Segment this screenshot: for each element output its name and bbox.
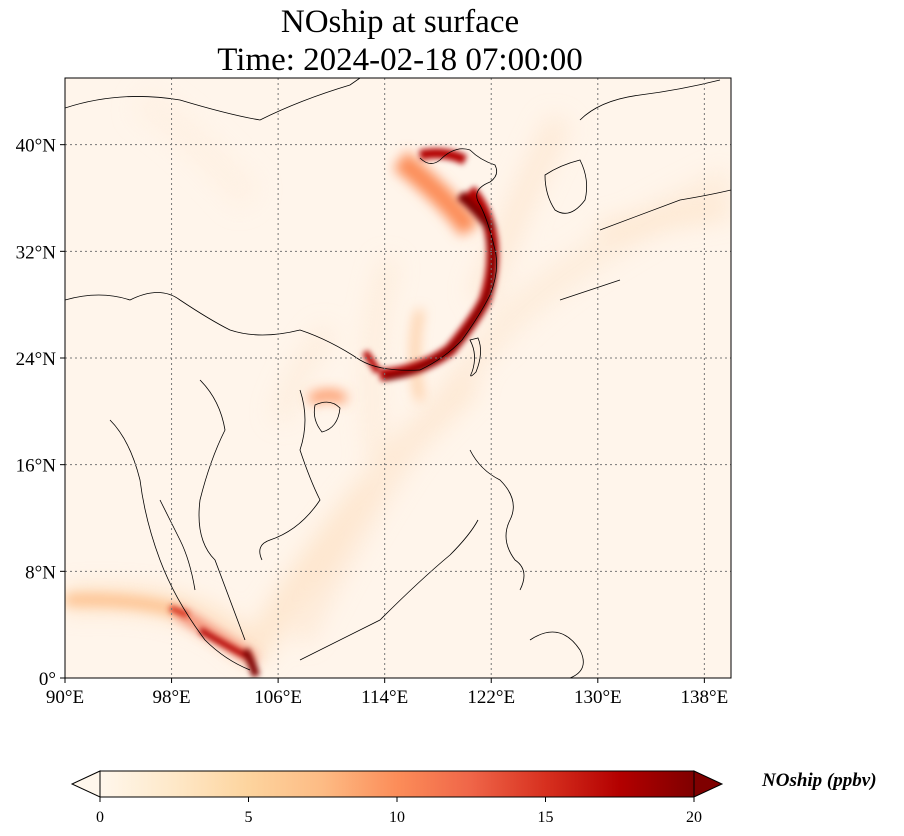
gridlines [65,78,731,678]
map-title-line2: Time: 2024-02-18 07:00:00 [217,42,583,78]
lat-tick-label: 32°N [16,242,57,263]
colorbar-tick-label: 0 [96,809,104,826]
lat-tick-label: 40°N [16,136,57,157]
colorbar-tick-label: 20 [686,809,702,826]
colorbar-tick-label: 10 [389,809,405,826]
colorbar-body [100,771,694,797]
lat-ticks: 0° 8°N 16°N 24°N 32°N 40°N [16,136,65,690]
colorbar-tick-label: 15 [538,809,554,826]
colorbar-extend-min [70,770,101,798]
lat-tick-label: 0° [39,669,56,690]
colorbar-tick-label: 5 [245,809,253,826]
lat-tick-label: 16°N [16,456,57,477]
coastlines [65,78,731,678]
lon-ticks: 90°E 98°E 106°E 114°E 122°E 130°E 138°E [46,678,728,708]
lon-tick-label: 138°E [681,687,729,708]
map-title-line1: NOship at surface [280,4,520,40]
concentration-field [65,87,731,678]
lon-tick-label: 98°E [152,687,190,708]
lat-tick-label: 24°N [16,349,57,370]
map-frame [64,77,732,679]
lon-tick-label: 106°E [254,687,302,708]
colorbar-label: NOship (ppbv) [762,770,877,791]
colorbar-ticks: 0 5 10 15 20 [96,797,702,826]
lon-tick-label: 122°E [467,687,515,708]
lon-tick-label: 114°E [361,687,408,708]
colorbar-extend-max [693,770,724,798]
lon-tick-label: 130°E [574,687,622,708]
lon-tick-label: 90°E [46,687,84,708]
colorbar: 0 5 10 15 20 [70,770,724,826]
map-panel [65,78,731,678]
lat-tick-label: 8°N [25,562,56,583]
